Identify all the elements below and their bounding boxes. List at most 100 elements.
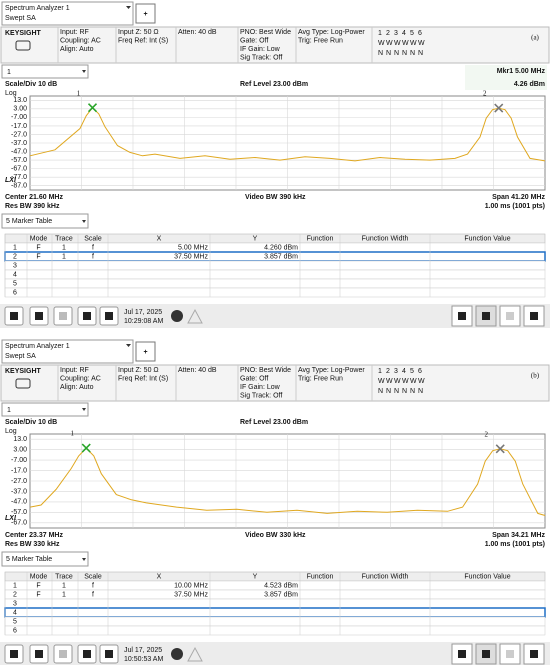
y-tick-label: -7.00 [11,114,27,121]
trace-status: 3 [394,30,398,37]
table-cell: f [92,253,94,260]
setting: Coupling: AC [60,37,101,44]
table-row[interactable] [4,616,546,627]
dropdown-arrow [82,220,86,223]
trace-status: N [378,388,383,395]
view-button-icon [506,650,514,658]
table-row[interactable] [4,260,546,271]
trace-status: N [410,388,415,395]
taskbar-date: Jul 17, 2025 [124,309,162,316]
add-button[interactable] [135,3,156,24]
y-tick-label: -87.0 [11,183,27,190]
table-select[interactable] [1,213,89,229]
marker-label: 1 [70,430,74,438]
trace-status: W [410,378,417,385]
app-selector[interactable] [1,339,134,364]
setting: Atten: 40 dB [178,367,217,374]
setting: IF Gain: Low [240,46,281,53]
taskbar-time: 10:29:08 AM [124,318,163,325]
brand: KEYSIGHT [5,30,42,37]
table-cell: F [36,253,40,260]
table-row[interactable] [4,625,546,636]
table-cell: 1 [13,244,17,251]
trace-status: N [386,50,391,57]
table-row[interactable] [4,607,546,618]
marker-label: 2 [484,430,488,438]
setting: Trig: Free Run [298,375,343,382]
table-row[interactable] [4,598,546,609]
trace-status: 4 [402,30,406,37]
window-select[interactable] [1,402,89,417]
setting: Atten: 40 dB [178,29,217,36]
trace-status: 6 [418,368,422,375]
setting: Freq Ref: Int (S) [118,375,168,382]
setting: Align: Auto [60,384,94,391]
trace-status: W [402,40,409,47]
y-tick-label: -57.0 [11,157,27,164]
redo-button-icon [59,650,67,658]
table-cell: 1 [62,582,66,589]
table-cell: 3.857 dBm [264,253,298,260]
table-cell: 37.50 MHz [174,253,208,260]
view-button-icon [458,650,466,658]
files-button-icon [83,312,91,320]
marker-label: 1 [77,89,81,97]
undo-button-icon [35,650,43,658]
ref-level: Ref Level 23.00 dBm [240,81,308,88]
trace-status: N [418,50,423,57]
y-tick-label: 13.0 [13,97,27,104]
message-icon[interactable] [171,310,183,322]
dropdown-arrow [82,70,86,73]
y-tick-label: -17.0 [11,123,27,130]
trace-status: N [410,50,415,57]
table-cell: 4.523 dBm [264,582,298,589]
dropdown-arrow [82,408,86,411]
view-button-icon [530,650,538,658]
table-cell: 5 [13,618,17,625]
brand: KEYSIGHT [5,368,42,375]
marker-glyph [81,443,91,453]
table-select[interactable] [1,551,89,567]
table-row[interactable] [4,287,546,298]
table-cell: 1 [13,582,17,589]
trace-status: N [378,50,383,57]
panel-label: (b) [531,372,540,380]
save-button-icon [105,312,113,320]
video-bw: Video BW 330 kHz [245,532,306,539]
alert-icon [187,308,203,324]
setting: Input: RF [60,29,89,36]
header-bar [0,364,550,402]
view-button-icon [530,312,538,320]
ref-level: Ref Level 23.00 dBm [240,419,308,426]
trace-status: W [418,378,425,385]
setting: Freq Ref: Int (S) [118,37,168,44]
table-cell: F [36,582,40,589]
table-row[interactable] [4,269,546,280]
res-bw: Res BW 330 kHz [5,541,60,548]
table-header: Scale [84,573,102,580]
table-cell: 6 [13,289,17,296]
setting: IF Gain: Low [240,384,281,391]
table-header: Function Value [464,573,510,580]
y-tick-label: -77.0 [11,174,27,181]
setting: Gate: Off [240,375,268,382]
table-cell: 2 [13,253,17,260]
message-icon[interactable] [171,648,183,660]
table-cell: 5 [13,280,17,287]
brand-icon [15,40,31,51]
undo-button-icon [35,312,43,320]
table-header: Scale [84,235,102,242]
app-selector[interactable] [1,1,134,26]
table-row[interactable] [4,278,546,289]
trace-status: 5 [410,30,414,37]
table-header: X [157,573,162,580]
window-select[interactable] [1,64,89,79]
table-cell: f [92,582,94,589]
view-button-icon [482,312,490,320]
y-tick-label: -37.0 [11,488,27,495]
setting: PNO: Best Wide [240,29,291,36]
setting: Align: Auto [60,46,94,53]
add-button[interactable] [135,341,156,362]
trace-status: 6 [418,30,422,37]
trace-status: 4 [402,368,406,375]
